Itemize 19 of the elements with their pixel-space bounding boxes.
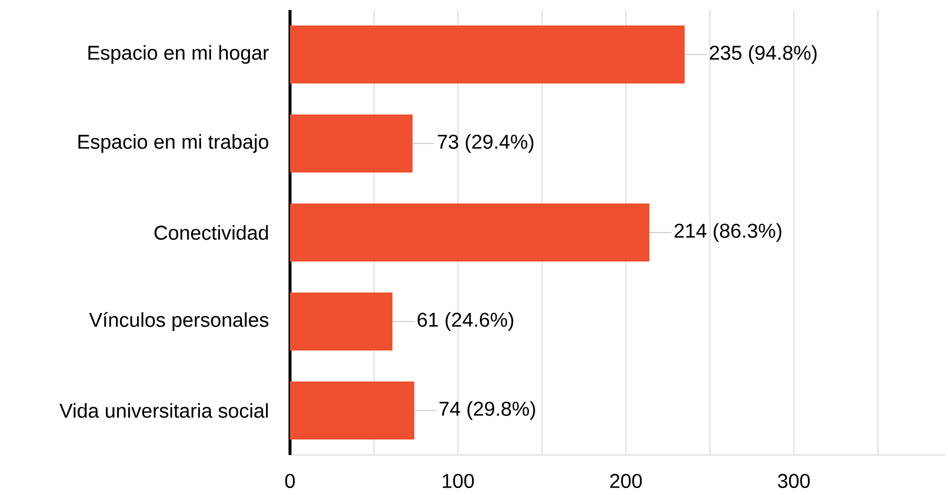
y-tick-label: Vida universitaria social (59, 403, 268, 418)
data-label: 214 (86.3%) (674, 223, 782, 242)
x-tick-label: 100 (442, 474, 474, 488)
data-label: 73 (29.4%) (438, 134, 534, 153)
y-tick-label: Conectividad (154, 225, 268, 240)
x-tick-label: 0 (285, 474, 295, 488)
bar (290, 204, 650, 262)
x-tick-label: 200 (610, 474, 642, 488)
bar (290, 382, 414, 440)
bar (290, 26, 685, 84)
y-tick-label: Espacio en mi trabajo (78, 134, 268, 153)
x-tick-label: 300 (778, 474, 810, 488)
y-tick-label: Vínculos personales (89, 312, 268, 331)
y-tick-label: Espacio en mi hogar (88, 45, 269, 64)
data-label: 235 (94.8%) (710, 45, 817, 64)
data-label: 61 (24.6%) (418, 312, 514, 331)
bar (290, 114, 413, 173)
bar (290, 292, 392, 351)
data-label: 74 (29.8%) (440, 401, 536, 420)
